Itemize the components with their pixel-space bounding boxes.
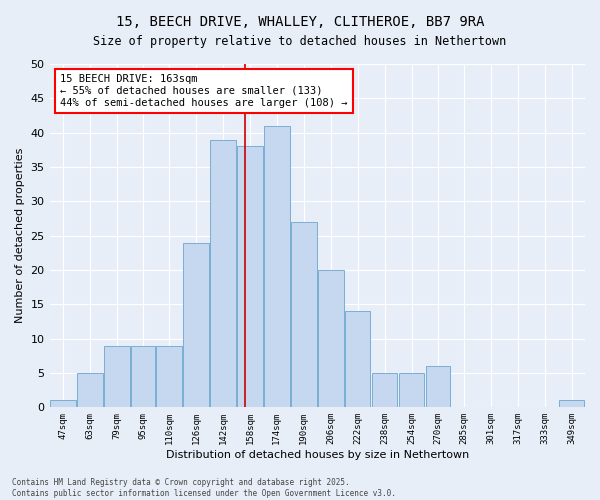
Bar xyxy=(318,270,344,407)
Bar xyxy=(372,373,397,408)
Y-axis label: Number of detached properties: Number of detached properties xyxy=(15,148,25,324)
Bar xyxy=(183,242,209,408)
X-axis label: Distribution of detached houses by size in Nethertown: Distribution of detached houses by size … xyxy=(166,450,469,460)
Bar xyxy=(104,346,130,408)
Bar xyxy=(210,140,236,407)
Text: Size of property relative to detached houses in Nethertown: Size of property relative to detached ho… xyxy=(94,35,506,48)
Bar xyxy=(559,400,584,407)
Bar xyxy=(77,373,103,408)
Bar xyxy=(345,311,370,408)
Bar xyxy=(426,366,449,408)
Bar xyxy=(399,373,424,408)
Bar xyxy=(156,346,182,408)
Bar xyxy=(291,222,317,408)
Text: 15, BEECH DRIVE, WHALLEY, CLITHEROE, BB7 9RA: 15, BEECH DRIVE, WHALLEY, CLITHEROE, BB7… xyxy=(116,15,484,29)
Text: Contains HM Land Registry data © Crown copyright and database right 2025.
Contai: Contains HM Land Registry data © Crown c… xyxy=(12,478,396,498)
Bar xyxy=(131,346,155,408)
Bar xyxy=(237,146,263,408)
Bar xyxy=(264,126,290,408)
Bar xyxy=(50,400,76,407)
Text: 15 BEECH DRIVE: 163sqm
← 55% of detached houses are smaller (133)
44% of semi-de: 15 BEECH DRIVE: 163sqm ← 55% of detached… xyxy=(60,74,348,108)
